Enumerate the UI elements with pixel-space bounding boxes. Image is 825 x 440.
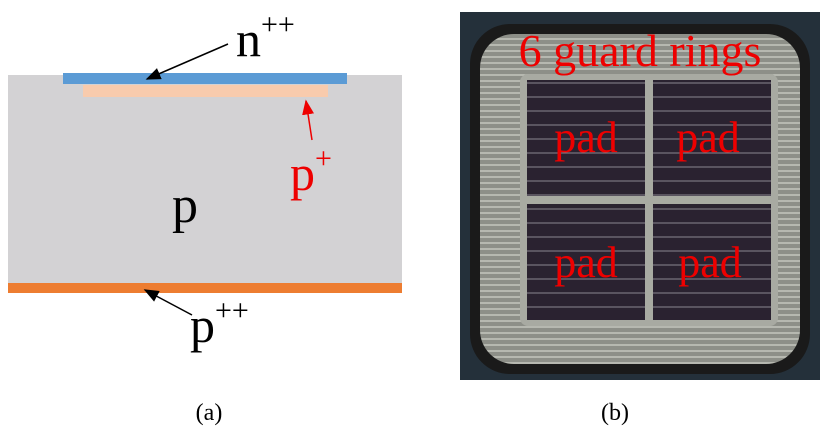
bulk [8, 75, 402, 290]
label-sup: + [315, 142, 332, 175]
panel-a: n++ p+ p p++ (a) [8, 8, 402, 426]
bulk-label: p [172, 177, 198, 234]
figure: n++ p+ p p++ (a) 6 guard rings pad pad p… [0, 0, 825, 440]
n-label: n++ [236, 8, 295, 67]
label-base: n [236, 11, 261, 67]
p-implant [83, 85, 328, 97]
label-base: p [290, 145, 315, 201]
pad-label: pad [554, 113, 618, 162]
pad-label: pad [676, 113, 740, 162]
p-plus-plus-label: p++ [190, 294, 249, 353]
label-base: p [190, 297, 215, 353]
panel-b: 6 guard rings pad pad pad pad (b) [460, 12, 820, 426]
caption: (a) [196, 400, 223, 426]
caption: (b) [601, 400, 629, 426]
pad-label: pad [678, 238, 742, 287]
label-sup: ++ [215, 294, 249, 327]
n-layer [63, 73, 347, 84]
photo-title: 6 guard rings [519, 25, 762, 76]
p-backside [8, 283, 402, 293]
label-sup: ++ [261, 8, 295, 41]
pad-label: pad [554, 238, 618, 287]
arrow [145, 290, 192, 315]
